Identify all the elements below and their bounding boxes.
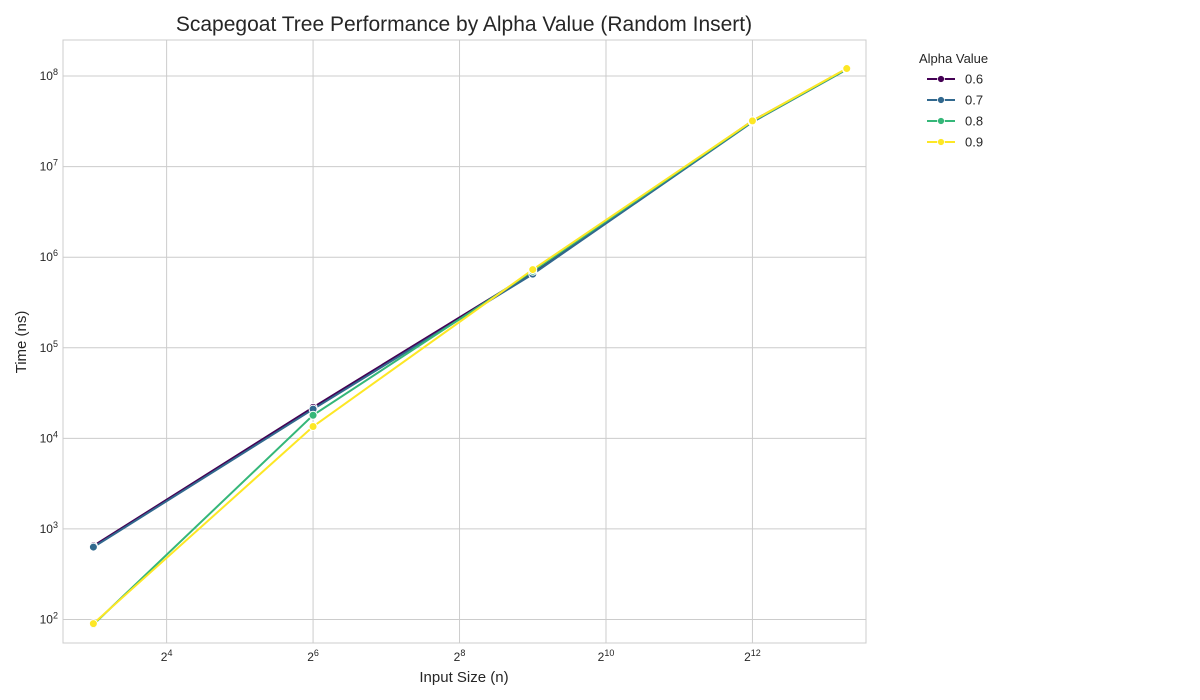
x-tick-base: 2 — [598, 650, 605, 664]
y-tick-label: 103 — [40, 520, 58, 536]
x-tick-base: 2 — [454, 650, 461, 664]
y-tick-base: 10 — [40, 160, 54, 174]
y-tick-base: 10 — [40, 250, 54, 264]
chart-title: Scapegoat Tree Performance by Alpha Valu… — [176, 13, 752, 36]
x-tick-label: 212 — [744, 648, 761, 664]
legend-swatch-marker — [937, 96, 945, 104]
x-tick-exponent: 8 — [460, 648, 465, 658]
plot-frame — [62, 39, 867, 644]
y-tick-label: 104 — [40, 429, 58, 445]
y-tick-label: 108 — [40, 67, 58, 83]
data-point-0.9 — [308, 422, 318, 432]
y-tick-exponent: 6 — [53, 248, 58, 258]
data-point-0.9 — [88, 619, 98, 629]
y-tick-exponent: 2 — [53, 610, 58, 620]
legend-title: Alpha Value — [919, 51, 988, 66]
y-tick-exponent: 4 — [53, 429, 58, 439]
series-lines — [88, 64, 852, 630]
legend-items: 0.6 0.7 0.8 0.9 — [927, 72, 983, 150]
legend-swatch-marker — [937, 138, 945, 146]
legend-item-0.7: 0.7 — [927, 93, 983, 108]
y-tick-exponent: 3 — [53, 520, 58, 530]
y-tick-base: 10 — [40, 341, 54, 355]
legend-item-0.8: 0.8 — [927, 114, 983, 129]
x-tick-exponent: 4 — [167, 648, 172, 658]
y-tick-exponent: 5 — [53, 339, 58, 349]
legend-swatch-marker — [937, 117, 945, 125]
x-tick-base: 2 — [307, 650, 314, 664]
legend: Alpha Value 0.6 0.7 0.8 0.9 — [919, 51, 988, 150]
y-tick-label: 107 — [40, 158, 58, 174]
x-tick-base: 2 — [161, 650, 168, 664]
y-tick-label: 105 — [40, 339, 58, 355]
x-tick-label: 28 — [454, 648, 466, 664]
legend-label: 0.8 — [965, 114, 983, 129]
y-tick-exponent: 8 — [53, 67, 58, 77]
x-tick-base: 2 — [744, 650, 751, 664]
y-tick-base: 10 — [40, 522, 54, 536]
x-axis-label: Input Size (n) — [419, 669, 508, 686]
y-tick-base: 10 — [40, 612, 54, 626]
y-tick-base: 10 — [40, 69, 54, 83]
data-point-0.7 — [88, 542, 98, 552]
legend-swatch-marker — [937, 75, 945, 83]
legend-item-0.6: 0.6 — [927, 72, 983, 87]
data-point-0.9 — [747, 116, 757, 126]
legend-label: 0.6 — [965, 72, 983, 87]
y-axis-label: Time (ns) — [13, 311, 30, 374]
y-tick-exponent: 7 — [53, 158, 58, 168]
y-tick-base: 10 — [40, 431, 54, 445]
data-point-0.9 — [842, 64, 852, 74]
data-point-0.9 — [528, 265, 538, 275]
legend-item-0.9: 0.9 — [927, 135, 983, 150]
x-tick-exponent: 12 — [751, 648, 761, 658]
x-tick-label: 26 — [307, 648, 319, 664]
y-tick-label: 106 — [40, 248, 58, 264]
x-tick-exponent: 10 — [604, 648, 614, 658]
x-tick-label: 24 — [161, 648, 173, 664]
legend-label: 0.9 — [965, 135, 983, 150]
grid-lines — [63, 40, 866, 643]
x-tick-label: 210 — [598, 648, 615, 664]
y-tick-label: 102 — [40, 610, 58, 626]
x-tick-exponent: 6 — [314, 648, 319, 658]
data-point-0.8 — [308, 410, 318, 420]
legend-label: 0.7 — [965, 93, 983, 108]
